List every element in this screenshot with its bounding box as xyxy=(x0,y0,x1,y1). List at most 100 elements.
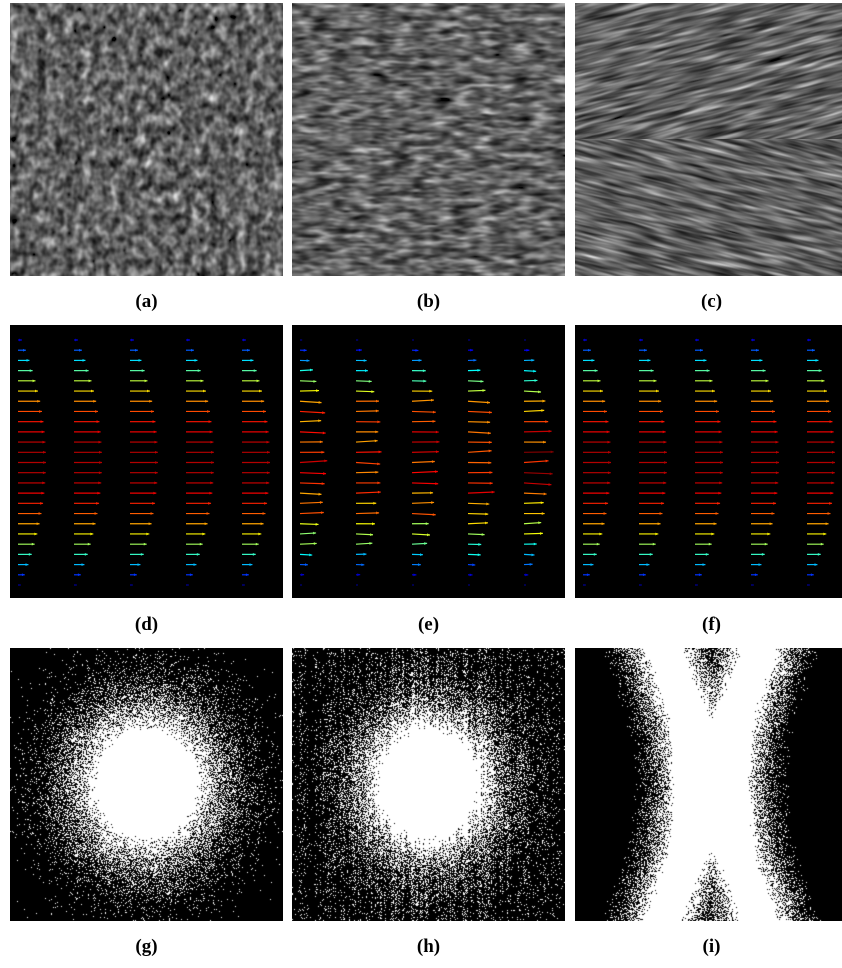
vector-arrowhead xyxy=(602,399,606,403)
vector-arrow xyxy=(523,502,544,504)
vector-arrowhead xyxy=(663,481,667,485)
vector-arrowhead xyxy=(252,552,256,556)
vector-arrowhead xyxy=(247,348,250,352)
vector-arrow xyxy=(523,482,552,486)
vector-arrowhead xyxy=(775,481,779,485)
vector-arrowhead xyxy=(309,553,313,557)
vector-arrowhead xyxy=(541,512,545,515)
vector-arrowhead xyxy=(91,389,94,393)
vector-arrowhead xyxy=(775,440,779,444)
vector-arrowhead xyxy=(708,542,712,546)
vector-arrowhead xyxy=(591,359,595,362)
vector-arrowhead xyxy=(28,552,32,556)
vector-arrow xyxy=(299,472,327,475)
panel-a-texture xyxy=(10,3,283,276)
vector-arrowhead xyxy=(815,359,819,362)
vector-arrowhead xyxy=(415,348,419,352)
vector-arrowhead xyxy=(153,430,157,434)
vector-arrowhead xyxy=(36,522,40,526)
vector-arrowhead xyxy=(259,389,262,393)
vector-arrowhead xyxy=(98,471,102,475)
vector-arrowhead xyxy=(486,401,490,404)
vector-arrowhead xyxy=(256,379,260,383)
vector-arrowhead xyxy=(146,532,150,536)
vector-arrowhead xyxy=(140,552,144,556)
vector-arrowhead xyxy=(649,552,653,556)
vector-arrowhead xyxy=(607,471,611,475)
vector-arrowhead xyxy=(98,481,102,485)
vector-arrowhead xyxy=(260,522,264,526)
vector-arrowhead xyxy=(545,459,549,463)
panel-g-image xyxy=(10,648,283,921)
vector-arrowhead xyxy=(435,430,439,434)
vector-arrowhead xyxy=(368,379,372,383)
vector-arrowhead xyxy=(37,399,41,403)
vector-arrow xyxy=(467,512,489,515)
vector-arrowhead xyxy=(84,552,88,556)
vector-arrowhead xyxy=(718,430,722,434)
vector-arrowhead xyxy=(431,501,435,504)
vector-arrowhead xyxy=(423,379,427,383)
vector-arrowhead xyxy=(363,552,367,556)
vector-arrow xyxy=(299,460,328,464)
caption-g: (g) xyxy=(135,936,158,957)
vector-arrowhead xyxy=(828,410,831,413)
vector-arrowhead xyxy=(420,553,423,557)
vector-arrowhead xyxy=(765,379,769,383)
vector-arrowhead xyxy=(418,359,422,362)
vector-arrowhead xyxy=(762,369,766,373)
vector-arrowhead xyxy=(152,420,156,424)
vector-arrowhead xyxy=(830,430,834,434)
vector-arrowhead xyxy=(306,359,310,362)
vector-arrow xyxy=(411,482,439,485)
vector-arrowhead xyxy=(719,481,723,485)
vector-arrowhead xyxy=(250,359,254,362)
caption-e: (e) xyxy=(417,614,440,635)
vector-arrow xyxy=(467,431,491,434)
vector-arrowhead xyxy=(436,440,440,444)
vector-arrowhead xyxy=(772,410,775,413)
vector-arrowhead xyxy=(253,369,257,373)
vector-arrowhead xyxy=(377,490,381,494)
vector-arrowhead xyxy=(720,461,723,464)
vector-arrowhead xyxy=(488,461,492,465)
vector-arrowhead xyxy=(154,471,158,475)
vector-arrowhead xyxy=(661,420,665,424)
vector-arrowhead xyxy=(482,389,486,392)
vector-arrowhead xyxy=(831,440,835,444)
vector-arrowhead xyxy=(756,348,759,352)
vector-arrowhead xyxy=(657,522,661,526)
vector-arrowhead xyxy=(534,379,538,382)
vector-arrowhead xyxy=(663,471,667,475)
vector-arrowhead xyxy=(662,430,666,434)
vector-arrowhead xyxy=(87,542,91,546)
vector-arrowhead xyxy=(200,379,204,383)
vector-arrowhead xyxy=(719,471,723,475)
vector-arrowhead xyxy=(375,409,379,413)
vector-arrowhead xyxy=(210,481,214,485)
vector-arrowhead xyxy=(197,369,201,373)
vector-arrowhead xyxy=(480,379,484,383)
vector-arrowhead xyxy=(206,512,210,515)
vector-arrowhead xyxy=(713,522,717,526)
vector-arrowhead xyxy=(148,522,152,526)
vector-arrowhead xyxy=(267,461,270,464)
vector-arrowhead xyxy=(313,379,317,383)
vector-arrowhead xyxy=(478,543,482,546)
vector-arrowhead xyxy=(533,542,537,546)
vector-arrowhead xyxy=(658,399,662,403)
vector-arrowhead xyxy=(40,501,44,505)
vector-arrowhead xyxy=(663,450,667,454)
vector-arrowhead xyxy=(249,563,253,566)
vector-arrowhead xyxy=(548,429,552,433)
vector-arrowhead xyxy=(377,462,381,466)
vector-arrowhead xyxy=(716,410,719,413)
vector-arrow xyxy=(411,410,436,413)
vector-arrowhead xyxy=(153,491,157,495)
vector-arrowhead xyxy=(97,430,101,434)
vector-arrowhead xyxy=(754,573,758,577)
vector-arrowhead xyxy=(432,419,436,423)
vector-arrow xyxy=(467,491,495,494)
vector-arrowhead xyxy=(98,440,102,444)
vector-arrowhead xyxy=(425,522,429,526)
